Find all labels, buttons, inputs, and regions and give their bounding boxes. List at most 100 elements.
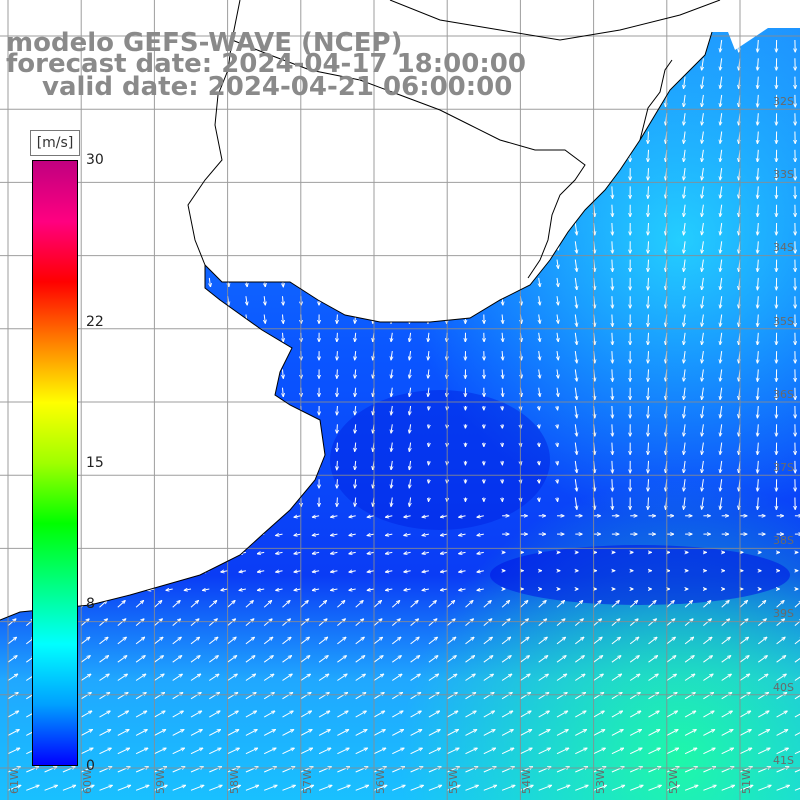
wind-arrow: [26, 497, 27, 507]
wind-arrow: [539, 222, 540, 232]
wind-arrow: [283, 204, 284, 214]
wind-arrow: [276, 571, 283, 572]
wind-arrow: [557, 58, 558, 67]
wind-arrow: [757, 113, 758, 125]
wind-arrow: [264, 222, 265, 232]
wind-arrow: [264, 479, 265, 488]
longitude-label: 53W: [593, 769, 607, 794]
wind-arrow: [702, 351, 704, 363]
wind-arrow: [117, 296, 118, 305]
wind-arrow: [263, 656, 273, 663]
wind-arrow: [720, 58, 722, 70]
wind-arrow: [117, 637, 127, 645]
wind-arrow: [440, 552, 448, 553]
wind-arrow: [135, 711, 147, 718]
wind-arrow: [7, 693, 18, 700]
wind-arrow: [648, 222, 649, 235]
wind-arrow: [410, 748, 423, 755]
wind-arrow: [26, 332, 27, 342]
wind-arrow: [776, 748, 789, 755]
wind-arrow: [557, 39, 558, 49]
wind-arrow: [337, 259, 338, 269]
wind-arrow: [136, 296, 137, 305]
wind-arrow: [557, 76, 558, 86]
wind-arrow: [684, 460, 686, 473]
wind-arrow: [757, 241, 758, 253]
wind-arrow: [318, 730, 330, 736]
wind-arrow: [209, 351, 210, 360]
wind-arrow: [191, 351, 192, 360]
wind-arrow: [337, 637, 346, 645]
wind-arrow: [99, 601, 108, 608]
wind-arrow: [373, 730, 385, 736]
wind-arrow: [556, 730, 568, 736]
wind-arrow: [593, 601, 602, 608]
wind-arrow: [264, 113, 265, 122]
wind-arrow: [117, 405, 118, 415]
wind-arrow: [557, 204, 558, 214]
wind-arrow: [593, 656, 603, 663]
wind-arrow: [757, 222, 758, 235]
wind-arrow: [337, 168, 338, 177]
wind-arrow: [391, 405, 392, 415]
wind-arrow: [720, 369, 722, 381]
wind-arrow: [557, 351, 558, 360]
wind-arrow: [99, 637, 109, 645]
wind-arrow: [702, 332, 704, 345]
wind-arrow: [19, 516, 27, 517]
wind-arrow: [209, 405, 210, 415]
wind-arrow: [355, 149, 356, 159]
wind-arrow: [246, 131, 247, 141]
longitude-label: 51W: [740, 769, 753, 794]
wind-arrow: [684, 601, 693, 608]
wind-arrow: [26, 296, 27, 305]
wind-arrow: [184, 516, 192, 517]
wind-arrow: [557, 460, 558, 465]
wind-arrow: [757, 405, 758, 418]
wind-arrow: [392, 711, 403, 718]
colorbar: [32, 160, 78, 766]
wind-arrow: [575, 693, 585, 700]
wind-arrow: [263, 711, 275, 718]
wind-arrow: [246, 332, 247, 342]
wind-arrow: [136, 332, 137, 342]
wind-arrow: [282, 748, 295, 755]
wind-arrow: [337, 711, 348, 718]
wind-arrow: [117, 149, 118, 159]
wind-arrow: [264, 387, 265, 397]
wind-arrow: [283, 424, 284, 433]
colorbar-unit-label: [m/s]: [30, 130, 80, 156]
wind-arrow: [557, 149, 558, 159]
wind-arrow: [648, 186, 649, 198]
wind-arrow: [246, 369, 247, 378]
wind-arrow: [172, 730, 184, 736]
wind-arrow: [684, 222, 686, 235]
wind-arrow: [409, 479, 410, 488]
wind-arrow: [26, 369, 27, 378]
wind-arrow: [648, 674, 659, 681]
wind-arrow: [757, 76, 758, 89]
wind-arrow: [136, 424, 137, 433]
wind-arrow: [684, 332, 686, 345]
wind-arrow: [428, 619, 437, 626]
wind-arrow: [446, 619, 455, 626]
wind-arrow: [264, 424, 265, 433]
latitude-label: 35S: [773, 314, 794, 328]
wind-arrow: [355, 601, 364, 608]
wind-arrow: [81, 785, 94, 791]
wind-arrow: [7, 619, 16, 626]
wind-arrow: [557, 94, 558, 104]
wind-arrow: [276, 552, 283, 553]
wind-arrow: [557, 497, 558, 502]
wind-arrow: [227, 601, 236, 608]
wind-arrow: [318, 656, 328, 663]
wind-arrow: [117, 656, 127, 663]
wind-arrow: [99, 711, 111, 718]
wind-arrow: [465, 656, 475, 663]
wind-arrow: [263, 674, 274, 681]
wind-arrow: [648, 113, 649, 125]
wind-arrow: [98, 222, 99, 232]
wind-arrow: [209, 131, 210, 141]
wind-arrow: [373, 693, 384, 700]
wind-arrow: [477, 534, 484, 535]
